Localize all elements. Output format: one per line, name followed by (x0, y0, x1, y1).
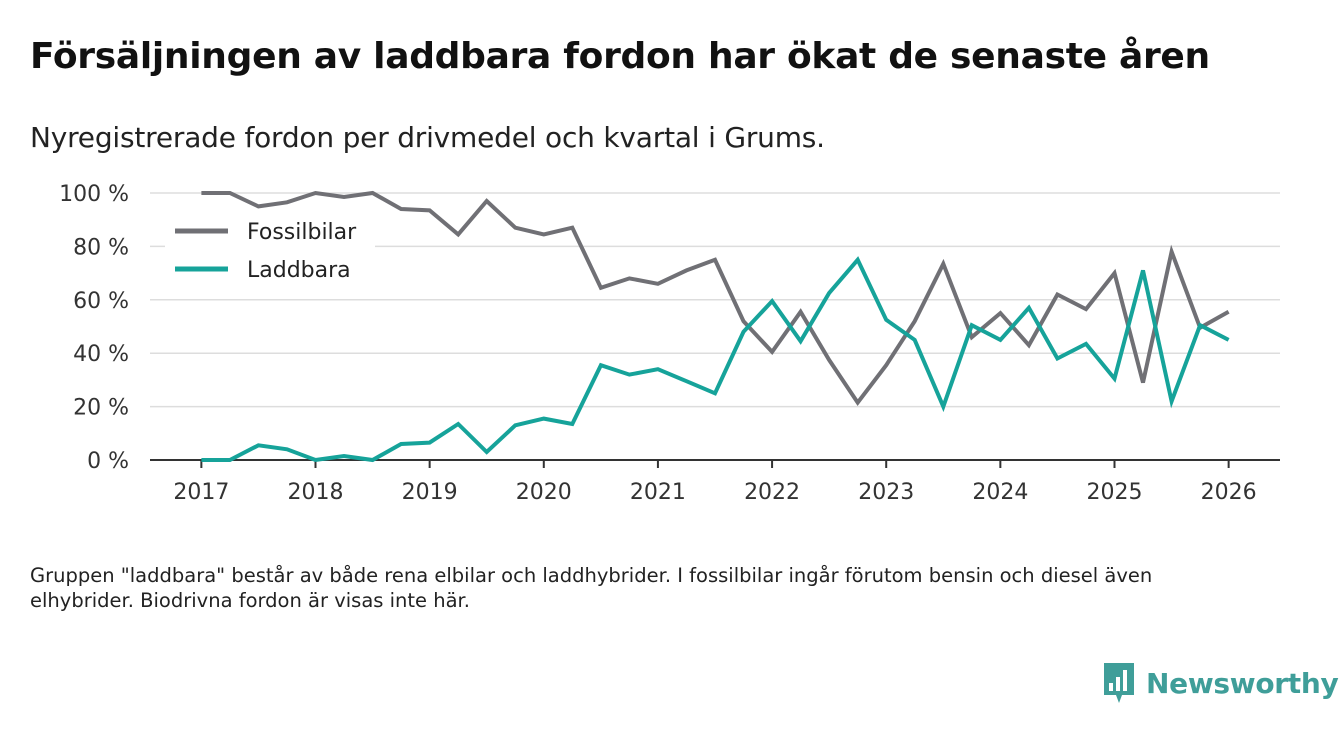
x-tick-label: 2023 (858, 480, 914, 505)
x-tick-label: 2020 (516, 480, 572, 505)
y-tick-label: 100 % (59, 182, 129, 207)
y-axis-ticks: 0 % 20 % 40 % 60 % 80 % 100 % (59, 182, 129, 474)
series-lines (201, 190, 1230, 463)
x-tick-label: 2024 (972, 480, 1028, 505)
x-tick-label: 2022 (744, 480, 800, 505)
y-tick-label: 60 % (73, 289, 129, 314)
legend-label-laddbara: Laddbara (247, 258, 351, 283)
y-tick-label: 80 % (73, 235, 129, 260)
x-tick-label: 2018 (288, 480, 344, 505)
legend-background (165, 212, 375, 290)
footnote: Gruppen "laddbara" består av både rena e… (30, 564, 1153, 612)
y-tick-label: 40 % (73, 342, 129, 367)
x-tick-label: 2019 (402, 480, 458, 505)
x-tick-label: 2025 (1086, 480, 1142, 505)
x-tick-label: 2021 (630, 480, 686, 505)
series-line-laddbara (201, 256, 1230, 463)
legend-label-fossilbilar: Fossilbilar (247, 220, 357, 245)
series-line-fossilbilar (201, 190, 1230, 407)
chart-title: Försäljningen av laddbara fordon har öka… (30, 36, 1210, 77)
newsworthy-logo-icon (1104, 663, 1134, 703)
x-tick-label: 2026 (1201, 480, 1257, 505)
x-tick-label: 2017 (173, 480, 229, 505)
x-axis-ticks: 2017 2018 2019 2020 2021 2022 2023 2024 2025 2026 (150, 459, 1280, 505)
y-tick-label: 20 % (73, 396, 129, 421)
y-tick-label: 0 % (87, 449, 129, 474)
legend: Fossilbilar Laddbara (165, 212, 375, 290)
brand-logo: Newsworthy (1102, 661, 1339, 705)
brand-name: Newsworthy (1146, 666, 1339, 700)
chart-subtitle: Nyregistrerade fordon per drivmedel och … (30, 121, 825, 154)
